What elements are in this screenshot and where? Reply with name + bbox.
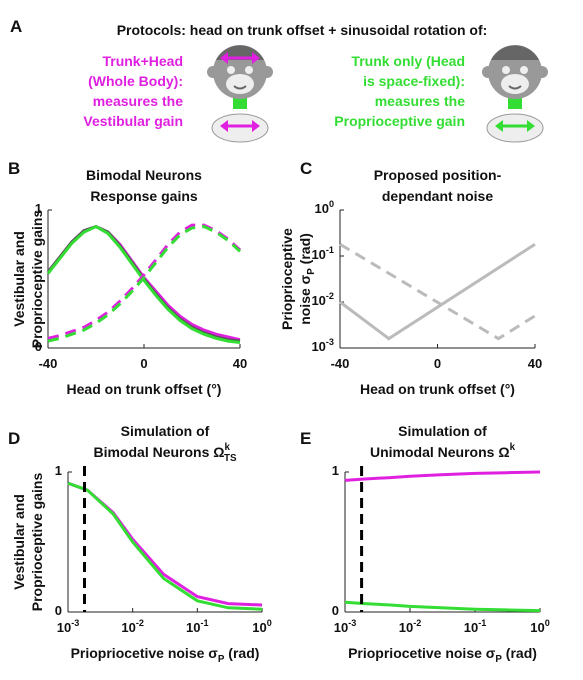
y-axis-label: Prioprioceptive <box>279 228 295 330</box>
chart-title: Response gains <box>90 188 198 204</box>
x-tick-label: 40 <box>233 356 247 371</box>
y-tick-label: 10-3 <box>311 337 334 354</box>
x-tick-label: 0 <box>434 356 441 371</box>
y-axis-label: Vestibular and <box>11 231 27 327</box>
y-tick-label: 10-2 <box>311 291 334 308</box>
y-axis-label: noise σP (rad) <box>297 233 317 325</box>
chart-title: Proposed position- <box>374 167 502 183</box>
x-tick-label: 10-2 <box>399 618 422 635</box>
x-tick-label: 100 <box>252 618 272 635</box>
chart-title: dependant noise <box>382 188 493 204</box>
right-line: Trunk only (Head <box>351 53 465 69</box>
y-tick-label: 1 <box>35 201 42 216</box>
series-line <box>339 242 536 341</box>
right-line: Proprioceptive gain <box>334 113 465 129</box>
series-line <box>67 481 263 611</box>
head-icon-right <box>482 45 548 143</box>
right-line: is space-fixed): <box>363 73 465 89</box>
panel-label: A <box>10 17 22 36</box>
x-tick-label: 10-3 <box>57 618 80 635</box>
x-tick-label: 100 <box>530 618 550 635</box>
chart-title: Unimodal Neurons Ωk <box>370 442 516 460</box>
panel-label: B <box>8 159 20 178</box>
left-line: Vestibular gain <box>83 113 183 129</box>
series-line <box>339 242 536 341</box>
series-line <box>67 481 263 607</box>
x-tick-label: 10-3 <box>334 618 357 635</box>
chart-title: Simulation of <box>121 423 210 439</box>
x-tick-label: -40 <box>39 356 58 371</box>
x-tick-label: 10-1 <box>464 618 487 635</box>
left-line: measures the <box>93 93 183 109</box>
x-axis-label: Head on trunk offset (°) <box>360 381 515 397</box>
series-line <box>47 225 242 343</box>
x-tick-label: 0 <box>140 356 147 371</box>
x-tick-label: 40 <box>528 356 542 371</box>
x-axis-label: Priopriocetive noise σP (rad) <box>348 645 537 665</box>
chart-title: Bimodal Neurons <box>86 167 202 183</box>
panel-label: E <box>300 429 311 448</box>
x-tick-label: 10-1 <box>186 618 209 635</box>
x-axis-label: Priopriocetive noise σP (rad) <box>71 645 260 665</box>
series-line <box>46 224 241 343</box>
left-line: Trunk+Head <box>102 53 183 69</box>
y-tick-label: 0 <box>35 339 42 354</box>
x-tick-label: 10-2 <box>121 618 144 635</box>
right-line: measures the <box>375 93 465 109</box>
y-tick-label: 1 <box>55 463 62 478</box>
right-text: Trunk only (Head is space-fixed): measur… <box>334 53 465 129</box>
series-line <box>344 470 541 482</box>
series-line <box>46 224 241 342</box>
panel-label: C <box>300 159 312 178</box>
y-tick-label: 1 <box>332 463 339 478</box>
chart-title: Bimodal Neurons Ωk TS <box>93 442 236 464</box>
left-text: Trunk+Head (Whole Body): measures the Ve… <box>83 53 183 129</box>
y-tick-label: 10-1 <box>311 245 334 262</box>
x-axis-label: Head on trunk offset (°) <box>67 381 222 397</box>
y-axis-label: Proprioceptive gains <box>29 473 45 612</box>
head-icon-left <box>207 45 273 143</box>
left-line: (Whole Body): <box>88 73 183 89</box>
series-line <box>344 600 541 613</box>
y-tick-label: 100 <box>314 199 334 216</box>
y-axis-label: Proprioceptive gains <box>29 210 45 349</box>
panel-a-title: Protocols: head on trunk offset + sinuso… <box>117 22 488 38</box>
y-axis-label: Vestibular and <box>11 494 27 590</box>
chart-title: Simulation of <box>398 423 487 439</box>
y-tick-label: 0 <box>55 603 62 618</box>
y-tick-label: 0 <box>332 603 339 618</box>
series-line <box>46 224 241 344</box>
x-tick-label: -40 <box>331 356 350 371</box>
panel-label: D <box>8 429 20 448</box>
